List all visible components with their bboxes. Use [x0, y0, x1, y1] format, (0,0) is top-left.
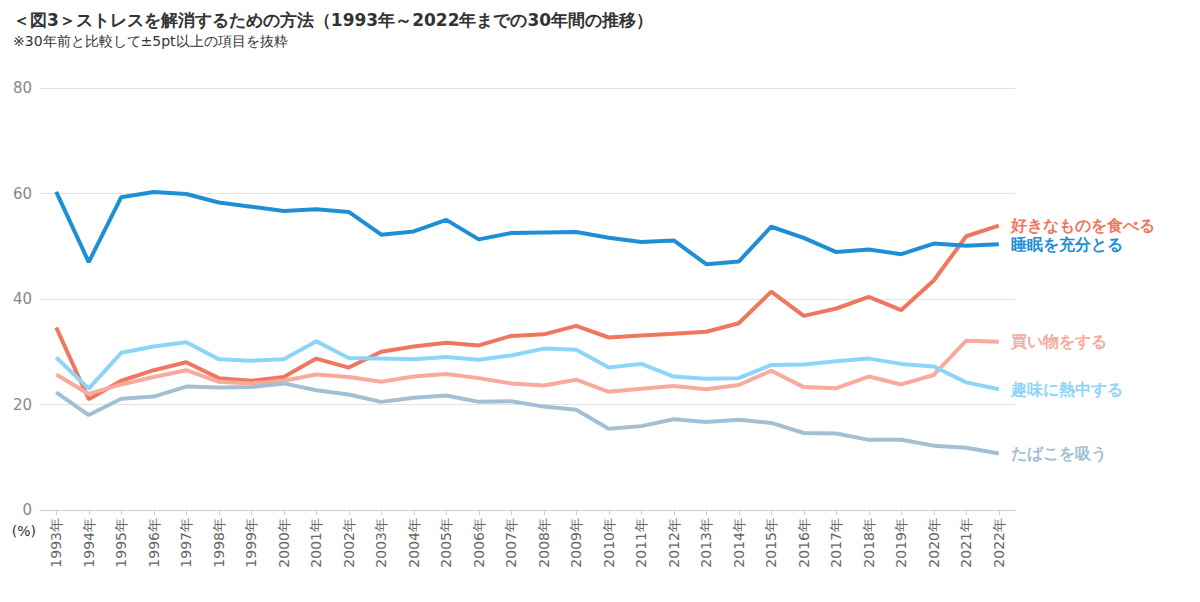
svg-text:2007年: 2007年 — [503, 518, 519, 568]
svg-text:2010年: 2010年 — [601, 518, 617, 568]
svg-text:2002年: 2002年 — [341, 518, 357, 568]
svg-text:2017年: 2017年 — [828, 518, 844, 568]
svg-text:たばこを吸う: たばこを吸う — [1011, 444, 1107, 463]
svg-text:2022年: 2022年 — [991, 518, 1007, 568]
svg-text:2000年: 2000年 — [276, 518, 292, 568]
svg-text:1999年: 1999年 — [243, 518, 259, 568]
svg-text:2009年: 2009年 — [568, 518, 584, 568]
svg-text:1997年: 1997年 — [178, 518, 194, 568]
svg-text:1993年: 1993年 — [48, 518, 64, 568]
svg-text:0: 0 — [22, 501, 32, 519]
svg-text:2001年: 2001年 — [308, 518, 324, 568]
svg-text:2006年: 2006年 — [471, 518, 487, 568]
svg-text:2008年: 2008年 — [536, 518, 552, 568]
svg-text:2012年: 2012年 — [666, 518, 682, 568]
svg-text:2019年: 2019年 — [893, 518, 909, 568]
svg-text:1996年: 1996年 — [146, 518, 162, 568]
svg-text:2011年: 2011年 — [633, 518, 649, 568]
svg-text:40: 40 — [13, 290, 32, 308]
svg-text:2016年: 2016年 — [796, 518, 812, 568]
svg-text:睡眠を充分とる: 睡眠を充分とる — [1011, 235, 1123, 254]
svg-text:趣味に熱中する: 趣味に熱中する — [1010, 380, 1123, 399]
svg-text:2015年: 2015年 — [763, 518, 779, 568]
svg-text:2013年: 2013年 — [698, 518, 714, 568]
svg-text:＜図3＞ストレスを解消するための方法（1993年～2022年: ＜図3＞ストレスを解消するための方法（1993年～2022年までの30年間の推移… — [13, 10, 653, 30]
svg-text:80: 80 — [13, 79, 32, 97]
svg-text:20: 20 — [13, 396, 32, 414]
svg-text:60: 60 — [13, 185, 32, 203]
svg-text:2020年: 2020年 — [926, 518, 942, 568]
svg-text:2003年: 2003年 — [373, 518, 389, 568]
svg-text:2014年: 2014年 — [731, 518, 747, 568]
svg-text:1998年: 1998年 — [211, 518, 227, 568]
svg-text:1994年: 1994年 — [81, 518, 97, 568]
svg-text:2005年: 2005年 — [438, 518, 454, 568]
svg-text:2018年: 2018年 — [861, 518, 877, 568]
svg-text:(%): (%) — [12, 523, 36, 539]
svg-text:1995年: 1995年 — [113, 518, 129, 568]
svg-text:好きなものを食べる: 好きなものを食べる — [1010, 216, 1155, 235]
svg-text:2004年: 2004年 — [406, 518, 422, 568]
svg-text:買い物をする: 買い物をする — [1010, 332, 1107, 351]
svg-text:※30年前と比較して±5pt以上の項目を抜粋: ※30年前と比較して±5pt以上の項目を抜粋 — [13, 33, 288, 49]
svg-text:2021年: 2021年 — [958, 518, 974, 568]
